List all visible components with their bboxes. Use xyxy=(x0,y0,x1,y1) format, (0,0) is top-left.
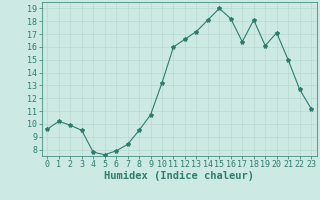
X-axis label: Humidex (Indice chaleur): Humidex (Indice chaleur) xyxy=(104,171,254,181)
